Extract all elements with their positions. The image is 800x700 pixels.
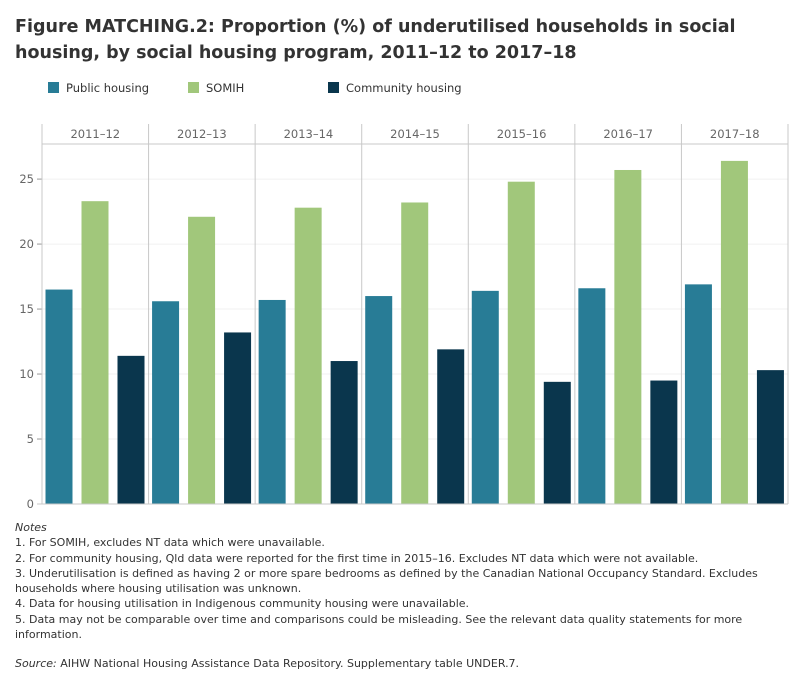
category-label: 2013–14 bbox=[284, 127, 334, 141]
chart-title: Figure MATCHING.2: Proportion (%) of und… bbox=[15, 17, 736, 63]
category-label: 2014–15 bbox=[390, 127, 440, 141]
bar-somih bbox=[188, 216, 216, 504]
y-tick-label: 10 bbox=[19, 367, 34, 381]
bar-public-housing bbox=[258, 299, 286, 504]
y-tick-label: 25 bbox=[19, 172, 34, 186]
category-label: 2012–13 bbox=[177, 127, 227, 141]
bar-community-housing bbox=[437, 349, 465, 504]
legend-label: SOMIH bbox=[206, 81, 245, 95]
legend-item-community-housing[interactable]: Community housing bbox=[328, 81, 462, 95]
bar-community-housing bbox=[650, 380, 678, 504]
legend-label: Public housing bbox=[66, 81, 150, 95]
bar-public-housing bbox=[45, 289, 73, 504]
category-label: 2017–18 bbox=[710, 127, 760, 141]
notes: Notes 1. For SOMIH, excludes NT data whi… bbox=[15, 520, 790, 672]
notes-heading: Notes bbox=[15, 521, 47, 534]
bar-chart: 0 5 10 15 20 25 2011–12 2012–13 2013–14 2014–15 20… bbox=[19, 124, 789, 511]
y-tick-label: 0 bbox=[27, 497, 34, 511]
bar-somih bbox=[401, 202, 429, 504]
note-item: 4. Data for housing utilisation in Indig… bbox=[15, 597, 470, 611]
bar-public-housing bbox=[471, 290, 499, 504]
source-text: AIHW National Housing Assistance Data Re… bbox=[56, 657, 520, 671]
legend-item-public-housing[interactable]: Public housing bbox=[48, 81, 149, 95]
bar-community-housing bbox=[117, 355, 145, 504]
bar-community-housing bbox=[224, 332, 252, 504]
bar-public-housing bbox=[152, 301, 180, 504]
y-tick-label: 15 bbox=[19, 302, 34, 316]
y-tick-label: 5 bbox=[27, 432, 34, 446]
bar-community-housing bbox=[543, 381, 571, 504]
category-label: 2016–17 bbox=[603, 127, 653, 141]
source: Source: AIHW National Housing Assistance… bbox=[15, 656, 790, 671]
bar-public-housing bbox=[365, 296, 393, 504]
bar-public-housing bbox=[578, 288, 606, 504]
bar-somih bbox=[294, 207, 322, 504]
category-label: 2011–12 bbox=[70, 127, 120, 141]
source-label: Source: bbox=[15, 657, 57, 671]
category-label: 2015–16 bbox=[497, 127, 547, 141]
note-item: 2. For community housing, Qld data were … bbox=[15, 551, 699, 565]
bar-community-housing bbox=[756, 370, 784, 504]
bar-public-housing bbox=[684, 284, 712, 504]
bar-somih bbox=[81, 201, 109, 504]
legend-label: Community housing bbox=[346, 81, 462, 95]
y-tick-label: 20 bbox=[19, 237, 34, 251]
bar-community-housing bbox=[330, 361, 358, 504]
legend-item-somih[interactable]: SOMIH bbox=[188, 81, 244, 95]
legend-swatch bbox=[48, 82, 59, 93]
note-item: 1. For SOMIH, excludes NT data which wer… bbox=[15, 536, 325, 550]
note-item: 5. Data may not be comparable over time … bbox=[15, 612, 743, 642]
note-item: 3. Underutilisation is defined as having… bbox=[15, 566, 758, 596]
legend-swatch bbox=[188, 82, 199, 93]
bar-somih bbox=[720, 160, 748, 504]
legend-swatch bbox=[328, 82, 339, 93]
bar-somih bbox=[614, 169, 642, 504]
bar-somih bbox=[507, 181, 535, 505]
